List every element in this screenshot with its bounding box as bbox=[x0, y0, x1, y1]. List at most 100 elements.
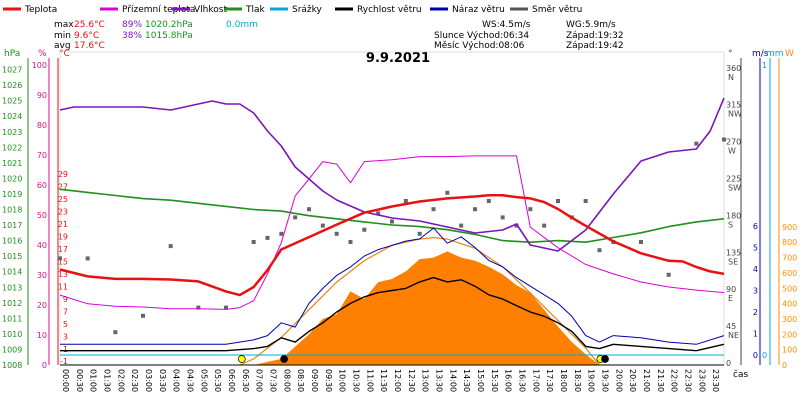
sun-rise: Slunce Východ:06:34 bbox=[434, 31, 529, 41]
wind-direction-point bbox=[473, 207, 477, 212]
pct-tick-label: 0 bbox=[42, 361, 47, 370]
wind-direction-point bbox=[141, 313, 145, 318]
moon-set: Západ:19:42 bbox=[566, 41, 624, 51]
wind-wg: WG:5.9m/s bbox=[566, 20, 616, 30]
hpa-tick-label: 1023 bbox=[2, 128, 22, 137]
pct-axis-title: % bbox=[38, 49, 47, 59]
stat-min-press: 1015.8hPa bbox=[145, 31, 193, 41]
x-tick-label: 00:30 bbox=[75, 369, 84, 392]
wind-direction-point bbox=[293, 215, 298, 220]
wind-direction-point bbox=[251, 240, 256, 244]
wind-direction-point bbox=[639, 240, 643, 244]
legend-label: Teplota bbox=[24, 5, 57, 15]
c-tick-label: 9 bbox=[63, 295, 68, 304]
hpa-tick-label: 1018 bbox=[2, 206, 22, 215]
x-axis-unit: čas bbox=[733, 369, 748, 380]
ms-tick-label: 2 bbox=[753, 308, 758, 317]
x-tick-label: 19:00 bbox=[587, 369, 596, 392]
c-tick-label: 17 bbox=[58, 245, 68, 254]
w-tick-label: 100 bbox=[782, 346, 797, 355]
wind-direction-point bbox=[500, 215, 505, 220]
ms-tick-label: 4 bbox=[753, 265, 758, 274]
pct-tick-label: 50 bbox=[37, 211, 47, 220]
c-tick-label: 25 bbox=[58, 195, 68, 204]
wind-direction-point bbox=[224, 305, 228, 310]
x-tick-label: 06:00 bbox=[227, 369, 236, 392]
legend-label: Srážky bbox=[292, 5, 323, 15]
dir-tick-label: N bbox=[728, 73, 734, 82]
wind-direction-point bbox=[376, 211, 381, 216]
ms-axis-title: m/s bbox=[752, 49, 769, 59]
w-tick-label: 700 bbox=[782, 254, 797, 263]
deg-tick-label: 135 bbox=[726, 248, 741, 257]
legend-label: Tlak bbox=[245, 5, 266, 15]
deg-tick-label: 360 bbox=[726, 64, 741, 73]
wind-direction-point bbox=[85, 256, 90, 261]
series-line-tlak bbox=[59, 188, 725, 243]
c-tick-label: 1 bbox=[63, 345, 68, 354]
c-tick-label: 15 bbox=[58, 257, 68, 266]
w-tick-label: 600 bbox=[782, 269, 797, 278]
x-tick-label: 22:00 bbox=[670, 369, 679, 392]
wind-direction-point bbox=[362, 227, 367, 232]
ms-tick-label: 6 bbox=[753, 222, 758, 231]
wind-direction-point bbox=[320, 223, 325, 228]
stat-min-temp: 9.6°C bbox=[74, 31, 99, 41]
x-tick-label: 04:30 bbox=[186, 369, 195, 392]
hpa-axis-title: hPa bbox=[4, 49, 20, 59]
wind-direction-point bbox=[334, 231, 339, 236]
pct-tick-label: 100 bbox=[32, 61, 47, 70]
deg-tick-label: 225 bbox=[726, 175, 741, 184]
x-tick-label: 07:00 bbox=[255, 369, 264, 392]
dir-tick-label: NE bbox=[728, 331, 739, 340]
wind-direction-point bbox=[694, 141, 699, 146]
c-tick-label: 13 bbox=[58, 270, 68, 279]
stat-max-press: 1020.2hPa bbox=[145, 20, 193, 30]
wind-direction-point bbox=[265, 235, 270, 240]
c-tick-label: 27 bbox=[58, 183, 68, 192]
x-tick-label: 15:30 bbox=[490, 369, 499, 392]
legend-label: Vlhkost bbox=[194, 5, 227, 15]
astro-marker bbox=[237, 355, 246, 363]
hpa-tick-label: 1008 bbox=[2, 361, 22, 370]
stats-block: max 25.6°C 89% 1020.2hPa 0.0mm min 9.6°C… bbox=[54, 20, 624, 51]
x-tick-label: 22:30 bbox=[684, 369, 693, 392]
hpa-tick-label: 1020 bbox=[2, 174, 22, 183]
wind-direction-point bbox=[583, 199, 588, 203]
x-tick-label: 13:30 bbox=[435, 369, 444, 392]
x-tick-label: 12:30 bbox=[407, 369, 416, 392]
legend-label: Rychlost větru bbox=[357, 5, 422, 15]
left-axes: hPa% °C1027102610251024102310221021102010… bbox=[2, 49, 70, 370]
wind-direction-point bbox=[431, 207, 436, 212]
hpa-tick-label: 1021 bbox=[2, 159, 22, 168]
x-tick-label: 14:30 bbox=[462, 369, 471, 392]
solar-radiation-area bbox=[253, 251, 600, 365]
x-tick-label: 12:00 bbox=[393, 369, 402, 392]
deg-tick-label: 270 bbox=[726, 138, 741, 147]
x-tick-label: 21:30 bbox=[656, 369, 665, 392]
c-axis-title: °C bbox=[59, 49, 70, 59]
x-tick-label: 13:00 bbox=[421, 369, 430, 392]
hpa-tick-label: 1013 bbox=[2, 283, 22, 292]
legend-label: Přízemní teplota bbox=[122, 5, 195, 15]
series-line-rychlost-v-tru bbox=[60, 276, 725, 352]
mm-axis-title: mm bbox=[766, 49, 784, 59]
x-tick-label: 08:30 bbox=[296, 369, 305, 392]
hpa-tick-label: 1014 bbox=[2, 268, 22, 277]
wind-ws: WS:4.5m/s bbox=[482, 20, 531, 30]
x-tick-label: 06:30 bbox=[241, 369, 250, 392]
dir-tick-label: W bbox=[728, 147, 736, 156]
stat-avg-label: avg bbox=[54, 41, 71, 51]
wind-direction-point bbox=[196, 305, 201, 310]
wind-direction-point bbox=[528, 207, 533, 212]
x-tick-label: 05:30 bbox=[213, 369, 222, 392]
w-tick-label: 0 bbox=[782, 361, 787, 370]
x-tick-label: 18:00 bbox=[559, 369, 568, 392]
x-tick-label: 17:30 bbox=[545, 369, 554, 392]
theoretical-radiation-line bbox=[239, 236, 600, 366]
hpa-tick-label: 1027 bbox=[2, 66, 22, 75]
ms-tick-label: 1 bbox=[753, 330, 758, 339]
wind-direction-point bbox=[556, 199, 560, 203]
c-tick-label: 21 bbox=[58, 220, 68, 229]
